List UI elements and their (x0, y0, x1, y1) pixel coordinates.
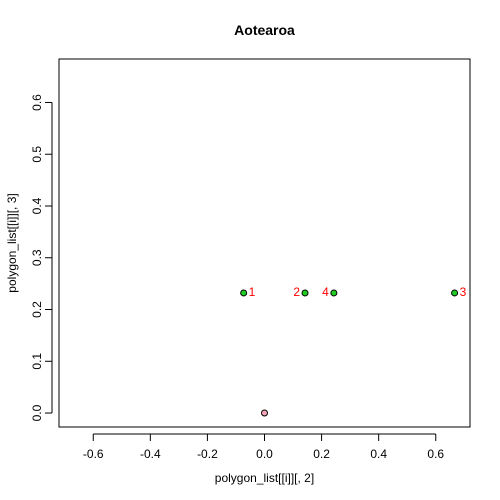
x-tick-label: 0.4 (370, 447, 387, 461)
chart-title: Aotearoa (234, 22, 295, 38)
y-axis-title: polygon_list[[i]][, 3] (5, 193, 19, 292)
data-point (301, 289, 309, 297)
x-tick-label: 0.0 (256, 447, 273, 461)
y-tick-label: 0.4 (30, 197, 44, 214)
x-tick-label: -0.6 (83, 447, 104, 461)
y-tick-label: 0.2 (30, 301, 44, 318)
x-tick-label: 0.2 (313, 447, 330, 461)
y-tick-label: 0.1 (30, 353, 44, 370)
point-label: 2 (293, 285, 300, 299)
plot-frame (58, 58, 471, 428)
x-tick-label: -0.4 (140, 447, 161, 461)
y-tick-label: 0.5 (30, 146, 44, 163)
data-point (330, 289, 338, 297)
data-point (240, 289, 248, 297)
data-point (451, 289, 459, 297)
x-axis-title: polygon_list[[i]][, 2] (215, 471, 314, 485)
origin-point (261, 409, 268, 417)
point-label: 1 (249, 285, 256, 299)
point-label: 4 (322, 285, 329, 299)
y-tick-label: 0.3 (30, 249, 44, 266)
x-tick-label: 0.6 (427, 447, 444, 461)
point-label: 3 (460, 285, 467, 299)
y-tick-label: 0.0 (30, 404, 44, 421)
y-tick-label: 0.6 (30, 94, 44, 111)
x-tick-label: -0.2 (197, 447, 218, 461)
